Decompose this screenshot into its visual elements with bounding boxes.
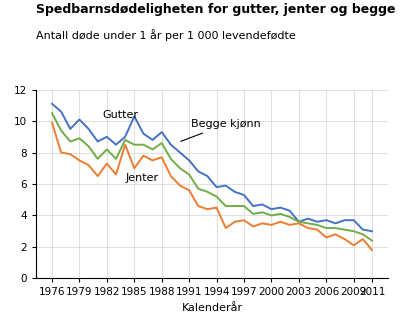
Text: Begge kjønn: Begge kjønn bbox=[181, 119, 261, 141]
Text: Jenter: Jenter bbox=[125, 173, 158, 183]
Text: Spedbarnsdødeligheten for gutter, jenter og begge kjønn. 1976-2011: Spedbarnsdødeligheten for gutter, jenter… bbox=[36, 3, 400, 16]
Text: Antall døde under 1 år per 1 000 levendefødte: Antall døde under 1 år per 1 000 levende… bbox=[36, 29, 296, 41]
Text: Gutter: Gutter bbox=[102, 110, 138, 120]
X-axis label: Kalenderår: Kalenderår bbox=[182, 303, 242, 313]
